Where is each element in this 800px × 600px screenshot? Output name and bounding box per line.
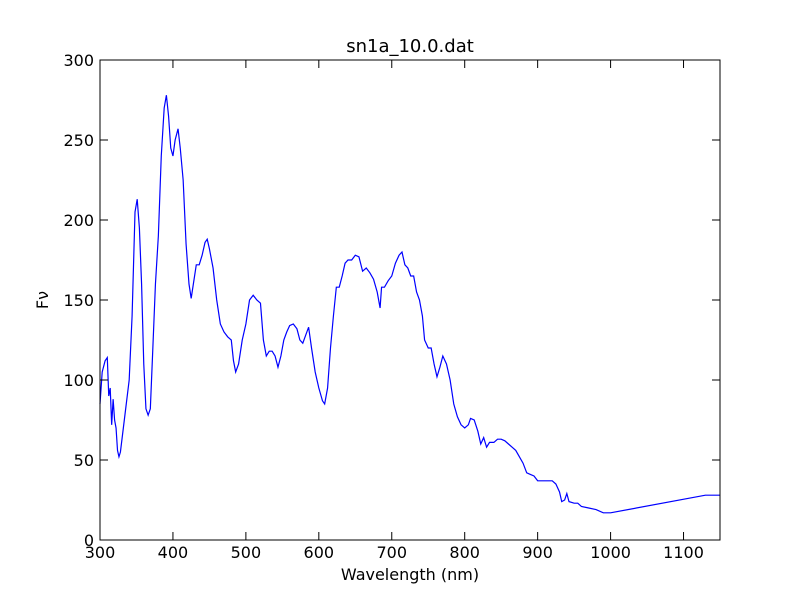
x-tick-label: 800 xyxy=(449,543,480,562)
y-tick-label: 200 xyxy=(63,211,94,230)
x-tick-label: 1000 xyxy=(590,543,631,562)
x-tick-label: 1100 xyxy=(663,543,704,562)
y-tick-label: 50 xyxy=(74,451,94,470)
x-tick-label: 400 xyxy=(158,543,189,562)
x-tick-label: 900 xyxy=(522,543,553,562)
x-tick-label: 700 xyxy=(376,543,407,562)
x-tick-label: 500 xyxy=(231,543,262,562)
x-tick-label: 300 xyxy=(85,543,116,562)
y-tick-label: 300 xyxy=(63,51,94,70)
y-tick-label: 0 xyxy=(84,531,94,550)
x-axis-label: Wavelength (nm) xyxy=(341,565,479,584)
y-tick-label: 100 xyxy=(63,371,94,390)
chart-title: sn1a_10.0.dat xyxy=(346,36,474,57)
x-tick-label: 600 xyxy=(304,543,335,562)
y-tick-label: 150 xyxy=(63,291,94,310)
y-axis-label: Fν xyxy=(33,291,52,309)
y-tick-label: 250 xyxy=(63,131,94,150)
data-line xyxy=(99,95,720,514)
